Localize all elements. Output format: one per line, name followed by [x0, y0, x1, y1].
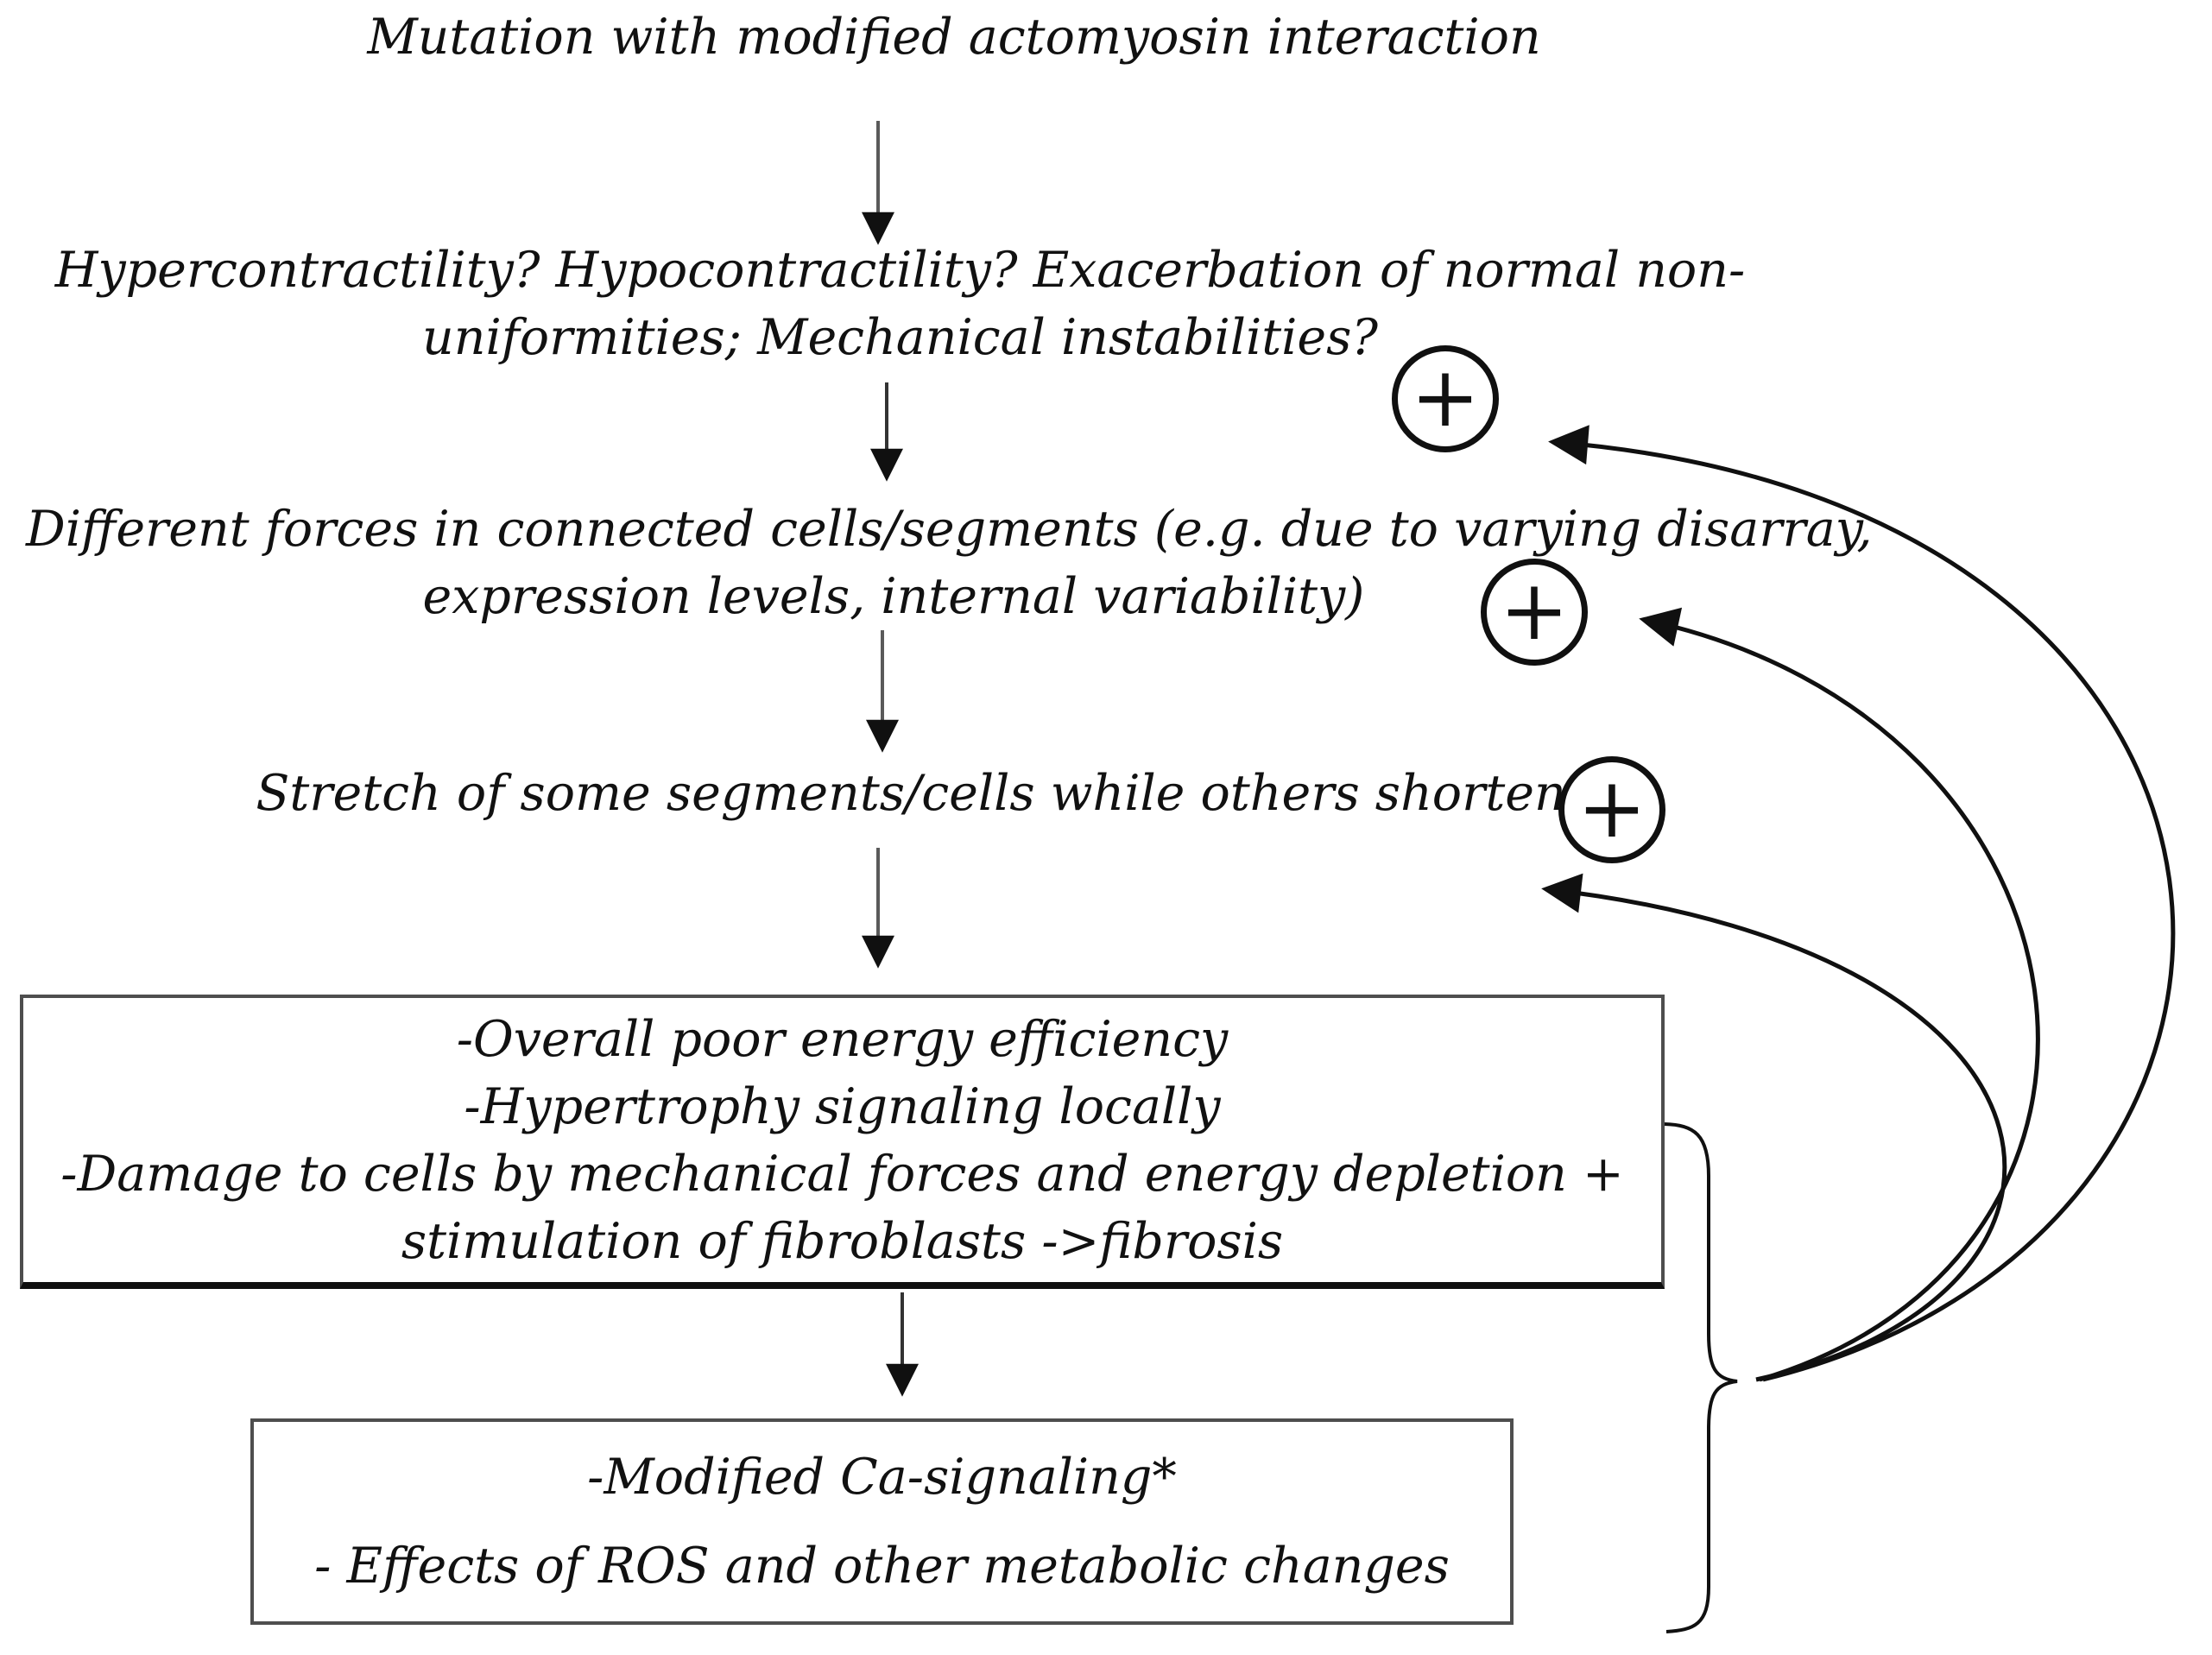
- box1-line1: -Overall poor energy efficiency: [456, 1010, 1229, 1068]
- brace-icon: [1664, 1122, 1738, 1633]
- feedback-arrow-icon: [1548, 425, 2176, 1382]
- box2-line1: -Modified Ca-signaling*: [587, 1449, 1177, 1506]
- feedback-arrow-icon: [1639, 607, 2040, 1382]
- node-different-forces-line1: Different forces in connected cells/segm…: [26, 501, 1873, 558]
- plus-circle-icon: +: [1558, 756, 1665, 863]
- node-stretch: Stretch of some segments/cells while oth…: [4, 760, 1817, 827]
- node-different-forces: Different forces in connected cells/segm…: [26, 496, 1873, 630]
- node-mutation: Mutation with modified actomyosin intera…: [47, 3, 1861, 71]
- box2-line2: - Effects of ROS and other metabolic cha…: [314, 1538, 1450, 1595]
- node-contractility-line2: uniformities; Mechanical instabilities?: [422, 309, 1378, 366]
- down-arrow-icons: [862, 121, 919, 1397]
- plus-circle-icon: +: [1481, 559, 1588, 666]
- box-ca-signaling-ros: -Modified Ca-signaling* - Effects of ROS…: [250, 1418, 1514, 1625]
- plus-circle-icon: +: [1392, 345, 1499, 452]
- box-energy-hypertrophy-damage: -Overall poor energy efficiency -Hypertr…: [20, 995, 1665, 1289]
- node-contractility-line1: Hypercontractility? Hypocontractility? E…: [54, 242, 1746, 299]
- box1-line2: -Hypertrophy signaling locally: [464, 1077, 1221, 1135]
- feedback-arrow-icon: [1541, 873, 2007, 1382]
- node-contractility: Hypercontractility? Hypocontractility? E…: [35, 237, 1766, 371]
- box1-line3: -Damage to cells by mechanical forces an…: [60, 1145, 1624, 1203]
- node-mutation-text: Mutation with modified actomyosin intera…: [367, 9, 1541, 66]
- feedback-arrows: [1541, 425, 2176, 1382]
- node-different-forces-line2: expression levels, internal variability): [422, 568, 1365, 625]
- box1-line4: stimulation of fibroblasts ->fibrosis: [401, 1212, 1284, 1270]
- node-stretch-text: Stretch of some segments/cells while oth…: [256, 765, 1566, 822]
